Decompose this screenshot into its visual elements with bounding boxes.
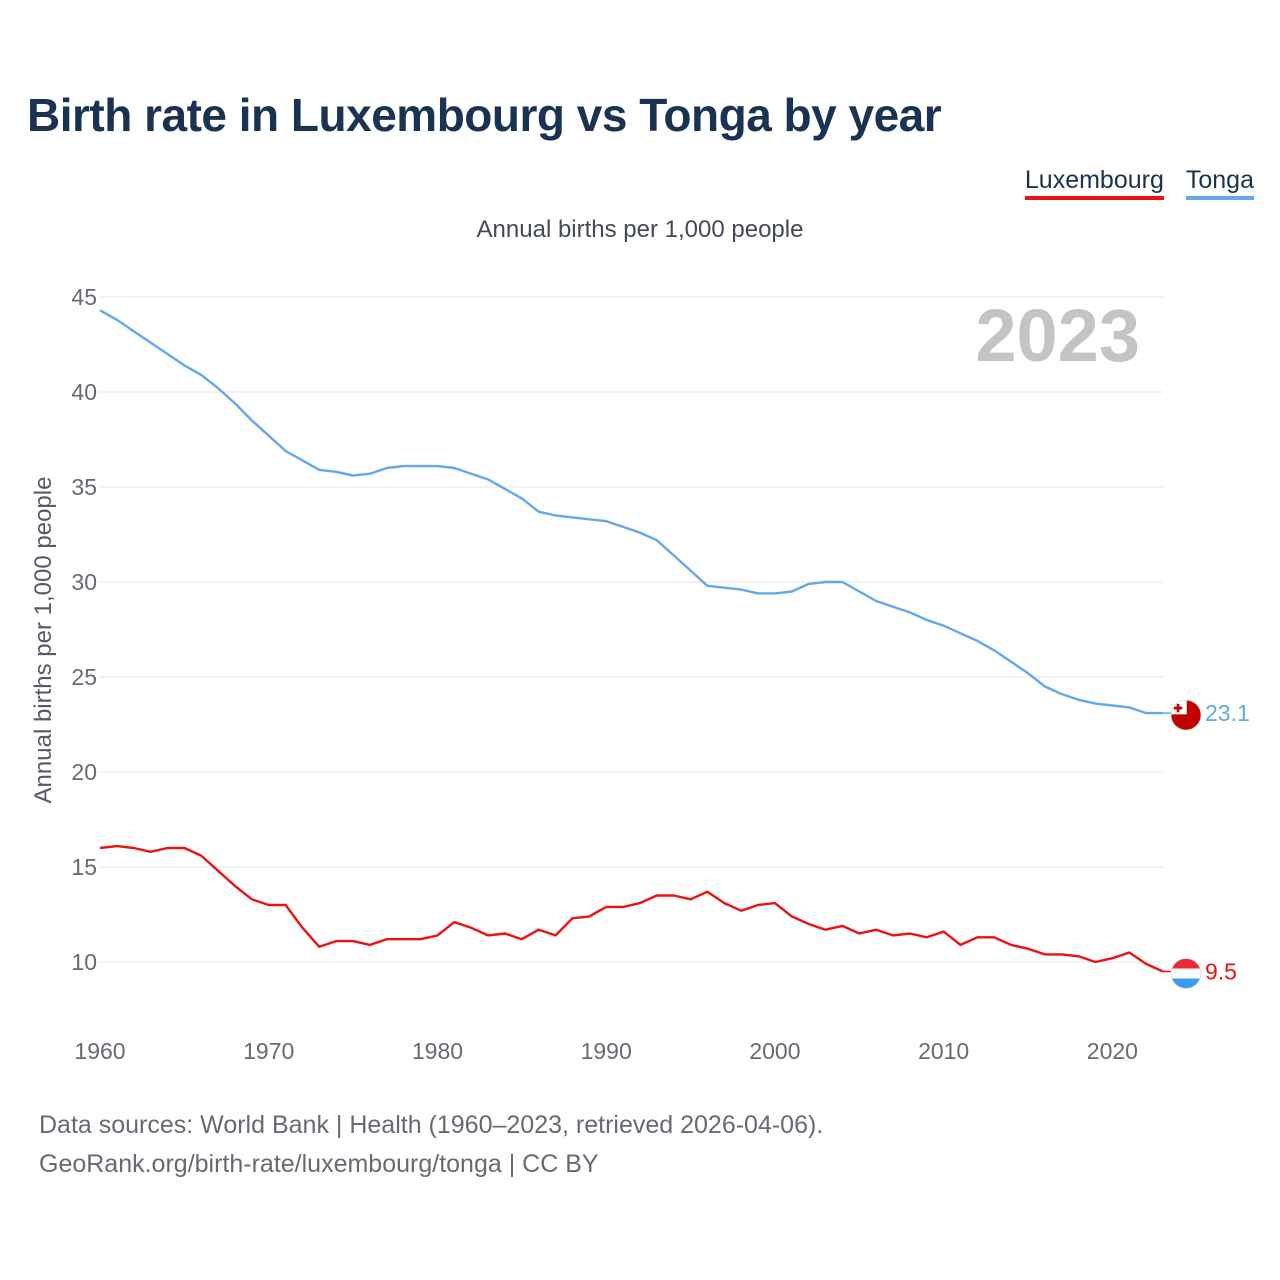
- y-tick-labels: 10 15 20 25 30 35 40 45: [71, 284, 97, 975]
- footer-attribution[interactable]: GeoRank.org/birth-rate/luxembourg/tonga …: [39, 1150, 599, 1178]
- y-tick-25: 25: [71, 664, 97, 690]
- end-value-tonga: 23.1: [1205, 700, 1250, 726]
- end-markers: 9.5 23.1: [1163, 699, 1250, 989]
- y-tick-40: 40: [71, 379, 97, 405]
- x-tick-labels: 1960 1970 1980 1990 2000 2010 2020: [74, 1038, 1138, 1064]
- y-tick-20: 20: [71, 759, 97, 785]
- y-tick-30: 30: [71, 569, 97, 595]
- x-tick-2010: 2010: [918, 1038, 969, 1064]
- series-line-tonga: [99, 309, 1163, 715]
- x-tick-2000: 2000: [749, 1038, 800, 1064]
- y-axis-label: Annual births per 1,000 people: [30, 477, 57, 804]
- x-tick-2020: 2020: [1087, 1038, 1138, 1064]
- flag-tonga-icon: [1170, 699, 1202, 731]
- footer-sources: Data sources: World Bank | Health (1960–…: [39, 1111, 824, 1139]
- y-tick-15: 15: [71, 854, 97, 880]
- grid-lines: [100, 296, 1163, 963]
- y-tick-45: 45: [71, 284, 97, 310]
- x-tick-1980: 1980: [412, 1038, 463, 1064]
- legend-item-tonga[interactable]: Tonga: [1185, 166, 1254, 200]
- legend-item-luxembourg[interactable]: Luxembourg: [1024, 166, 1164, 200]
- year-watermark: 2023: [975, 294, 1140, 377]
- x-tick-1960: 1960: [74, 1038, 125, 1064]
- chart-title: Birth rate in Luxembourg vs Tonga by yea…: [27, 89, 942, 141]
- y-tick-35: 35: [71, 474, 97, 500]
- flag-luxembourg-icon: [1170, 958, 1202, 989]
- x-tick-1970: 1970: [243, 1038, 294, 1064]
- end-value-luxembourg: 9.5: [1205, 959, 1237, 985]
- footer: Data sources: World Bank | Health (1960–…: [39, 1106, 823, 1184]
- legend: Luxembourg Tonga: [1024, 166, 1254, 200]
- x-tick-1990: 1990: [581, 1038, 632, 1064]
- y-tick-10: 10: [71, 949, 97, 975]
- chart-subtitle: Annual births per 1,000 people: [476, 216, 804, 243]
- series-lines: [99, 309, 1164, 973]
- series-line-luxembourg: [99, 844, 1164, 973]
